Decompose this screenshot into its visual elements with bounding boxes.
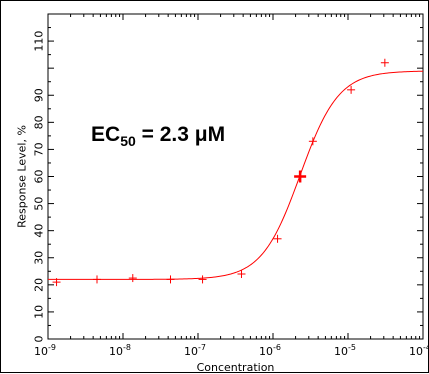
y-tick-label: 80 (33, 115, 46, 129)
data-point (347, 85, 356, 94)
data-point (92, 275, 101, 284)
x-tick-label: 10-5 (334, 343, 356, 358)
y-tick-label: 0 (33, 336, 46, 343)
data-point (380, 58, 389, 67)
ec50-prefix: EC (91, 123, 120, 146)
x-tick-label: 10-6 (259, 343, 281, 358)
y-tick-label: 30 (33, 251, 46, 265)
y-tick-label: 50 (33, 197, 46, 211)
data-point (166, 275, 175, 284)
y-tick-label: 10 (33, 305, 46, 319)
x-axis: 10-9 10-8 10-7 10-6 10-5 10-4 (34, 14, 429, 358)
y-tick-label: 110 (33, 31, 46, 52)
y-tick-label: 40 (33, 224, 46, 238)
x-tick-label: 10-4 (409, 343, 429, 358)
plot-area (47, 13, 424, 340)
data-point (198, 275, 207, 284)
y-tick-label: 60 (33, 170, 46, 184)
y-tick-label: 70 (33, 142, 46, 156)
fit-curve-layer (48, 70, 424, 280)
ec50-subscript: 50 (120, 133, 136, 149)
ec50-point (294, 170, 307, 183)
x-tick-label: 10-7 (184, 343, 206, 358)
x-axis-title: Concentration (197, 361, 275, 374)
fit-curve (48, 70, 424, 280)
data-point (128, 274, 137, 283)
data-points-layer (52, 58, 389, 287)
y-axis-title: Response Level, % (16, 125, 29, 228)
plot-border (47, 13, 424, 340)
y-tick-label: 90 (33, 88, 46, 102)
data-point (237, 270, 246, 278)
y-tick-label: 20 (33, 278, 46, 292)
data-point (52, 278, 61, 287)
y-axis: 0 10 20 30 40 50 60 70 80 90 110 (33, 13, 423, 343)
x-tick-label: 10-9 (34, 343, 56, 358)
x-tick-label: 10-8 (109, 343, 131, 358)
ec50-annotation: EC50 = 2.3 μM (91, 123, 225, 149)
data-point (308, 137, 317, 146)
data-point (273, 234, 282, 243)
ec50-value: = 2.3 μM (136, 123, 225, 146)
